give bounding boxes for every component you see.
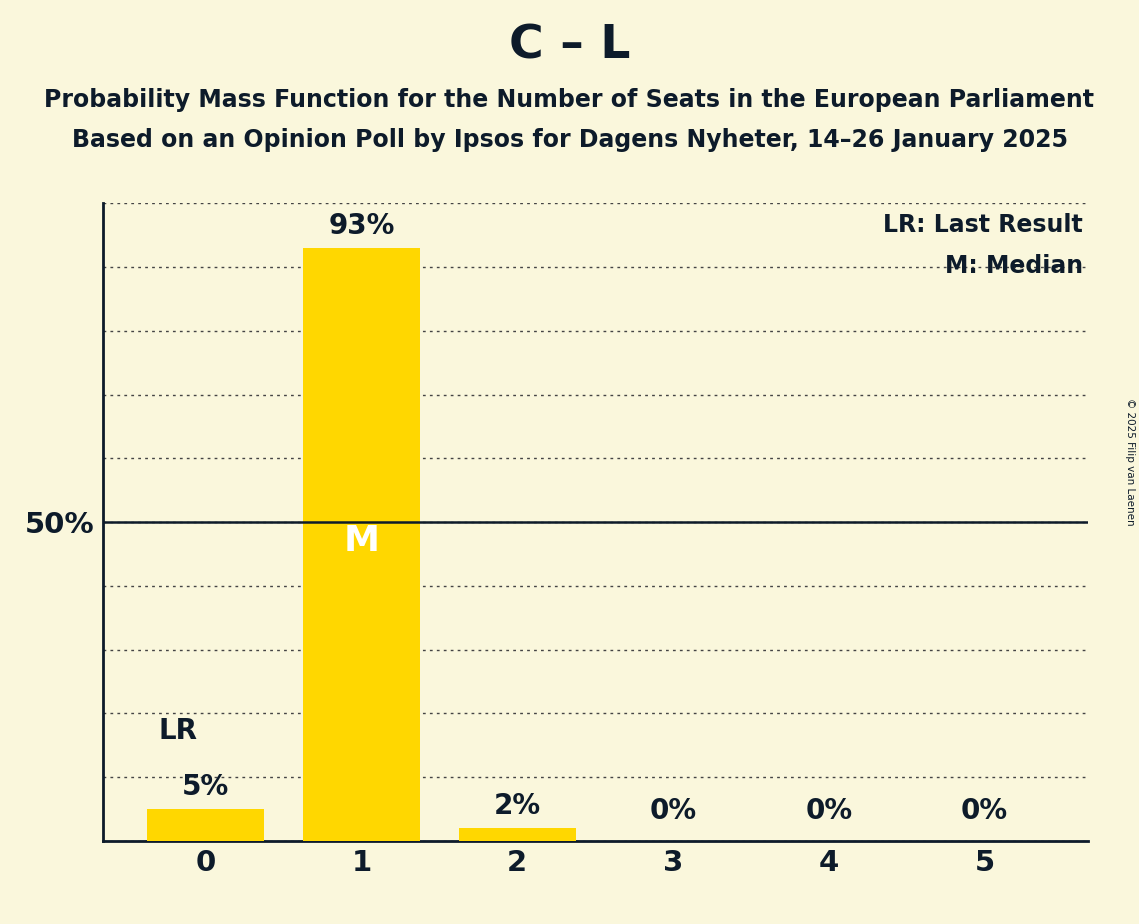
Text: 2%: 2% <box>493 793 541 821</box>
Text: 0%: 0% <box>805 796 852 825</box>
Text: Based on an Opinion Poll by Ipsos for Dagens Nyheter, 14–26 January 2025: Based on an Opinion Poll by Ipsos for Da… <box>72 128 1067 152</box>
Text: C – L: C – L <box>509 23 630 68</box>
Text: M: M <box>344 524 379 558</box>
Bar <box>459 828 575 841</box>
Bar <box>147 809 264 841</box>
Text: 5%: 5% <box>182 773 229 801</box>
Text: LR: LR <box>158 717 197 745</box>
Text: 0%: 0% <box>649 796 697 825</box>
Text: Probability Mass Function for the Number of Seats in the European Parliament: Probability Mass Function for the Number… <box>44 88 1095 112</box>
Text: © 2025 Filip van Laenen: © 2025 Filip van Laenen <box>1125 398 1134 526</box>
Bar <box>303 248 420 841</box>
Text: 93%: 93% <box>328 213 394 240</box>
Text: 0%: 0% <box>961 796 1008 825</box>
Text: LR: Last Result: LR: Last Result <box>883 213 1083 237</box>
Text: M: Median: M: Median <box>944 254 1083 278</box>
